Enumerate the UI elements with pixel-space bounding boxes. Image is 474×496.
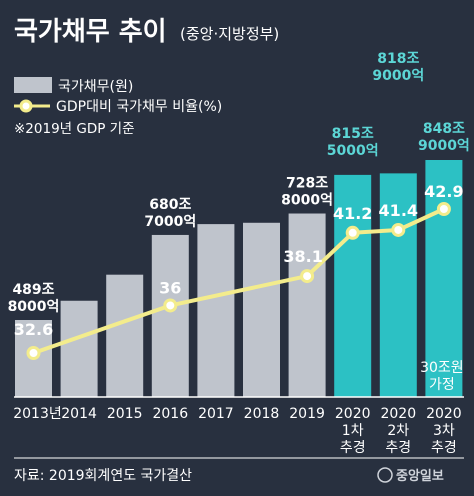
ratio-label-0: 32.6: [14, 320, 53, 339]
ratio-marker-3: [163, 298, 178, 313]
bar-value-label-line: 9000억: [372, 68, 424, 84]
ratio-line-layer: 32.6 36 38.1 41.2 41.4 42.9: [14, 182, 464, 360]
ratio-marker-9: [436, 202, 451, 216]
bar-3: [151, 234, 189, 397]
bar-1: [60, 300, 98, 397]
x-tick-label-line: 2020: [335, 406, 371, 422]
annotation-line: 30조원: [420, 360, 464, 376]
x-tick-label-5: 2018: [244, 406, 280, 422]
x-tick-label-line: 2013년: [13, 406, 62, 422]
annotation-layer: 30조원 가정: [420, 360, 464, 393]
bar-value-label-line: 7000억: [144, 214, 196, 230]
annotation-line: 가정: [429, 377, 455, 393]
x-tick-label-6: 2019: [289, 406, 325, 422]
x-tick-label-3: 2016: [152, 406, 188, 422]
ratio-marker-6: [300, 269, 315, 284]
bar-value-label-6: 728조 8000억: [281, 176, 333, 209]
x-tick-label-2: 2015: [107, 406, 143, 422]
ratio-label-9: 42.9: [424, 182, 463, 201]
bar-value-label-line: 489조: [12, 282, 54, 298]
ratio-marker-0: [26, 346, 41, 360]
logo-text: 중앙일보: [396, 468, 444, 484]
ratio-label-7: 41.2: [333, 204, 372, 223]
bar-value-label-9: 848조 9000억: [418, 121, 470, 154]
x-tick-label-line: 1차: [342, 423, 364, 439]
x-tick-label-line: 2014: [61, 406, 97, 422]
x-tick-label-line: 2020: [380, 406, 416, 422]
bar-value-label-line: 815조: [332, 126, 374, 142]
x-tick-label-line: 2016: [152, 406, 188, 422]
annotation-0: 30조원 가정: [420, 360, 464, 393]
legend-bar-label: 국가채무(원): [58, 79, 133, 95]
bar-value-label-line: 848조: [423, 121, 465, 137]
x-tick-label-7: 2020 1차 추경: [335, 406, 371, 456]
bar-value-label-line: 728조: [286, 176, 328, 192]
bar-value-label-line: 680조: [149, 197, 191, 213]
x-tick-label-4: 2017: [198, 406, 234, 422]
x-tick-label-0: 2013년: [13, 406, 62, 422]
ratio-label-8: 41.4: [379, 201, 418, 220]
page-subtitle: (중앙·지방정부): [180, 25, 279, 43]
bar-2: [106, 274, 144, 397]
x-tick-label-line: 3차: [433, 423, 455, 439]
bar-value-label-line: 9000억: [418, 138, 470, 154]
x-tick-label-line: 2015: [107, 406, 143, 422]
logo-icon: [377, 467, 393, 483]
x-tick-labels: 2013년 2014 2015 2016 2017 2018 2019 2020 1차 추경202…: [13, 406, 461, 456]
x-tick-label-line: 추경: [340, 440, 366, 456]
legend-line-label: GDP대비 국가채무 비율(%): [56, 99, 222, 115]
bar-value-label-0: 489조 8000억: [8, 282, 60, 315]
legend-line-marker: [19, 99, 33, 113]
x-tick-label-1: 2014: [61, 406, 97, 422]
ratio-line: [32, 207, 445, 355]
x-tick-label-line: 추경: [431, 440, 457, 456]
bar-4: [197, 224, 235, 397]
source-text: 자료: 2019회계연도 국가결산: [14, 468, 192, 484]
bar-9: [425, 160, 463, 397]
x-tick-label-line: 2017: [198, 406, 234, 422]
ratio-label-6: 38.1: [283, 247, 322, 266]
x-tick-label-line: 2019: [289, 406, 325, 422]
bars-layer: [15, 160, 463, 397]
x-tick-label-line: 2020: [426, 406, 462, 422]
x-tick-label-8: 2020 2차 추경: [380, 406, 416, 456]
bar-value-label-7: 815조 5000억: [327, 126, 379, 159]
ratio-label-3: 36: [159, 278, 181, 297]
x-tick-label-line: 추경: [385, 440, 411, 456]
x-tick-label-9: 2020 3차 추경: [426, 406, 462, 456]
bar-5: [243, 222, 280, 397]
bar-8: [379, 173, 417, 397]
x-tick-label-line: 2018: [244, 406, 280, 422]
page-title: 국가채무 추이: [14, 17, 167, 47]
bar-value-label-line: 818조: [377, 51, 419, 67]
bar-value-label-line: 5000억: [327, 143, 379, 159]
bar-value-label-8: 818조 9000억: [372, 51, 424, 84]
legend-bar-swatch: [14, 77, 52, 93]
bar-value-label-3: 680조 7000억: [144, 197, 196, 230]
bar-6: [288, 213, 326, 397]
bar-value-label-line: 8000억: [8, 299, 60, 315]
bar-value-label-line: 8000억: [281, 193, 333, 209]
ratio-marker-7: [345, 225, 360, 240]
bar-7: [334, 174, 372, 397]
x-tick-label-line: 2차: [387, 423, 409, 439]
ratio-marker-8: [391, 222, 406, 237]
legend-note: ※2019년 GDP 기준: [14, 121, 135, 137]
